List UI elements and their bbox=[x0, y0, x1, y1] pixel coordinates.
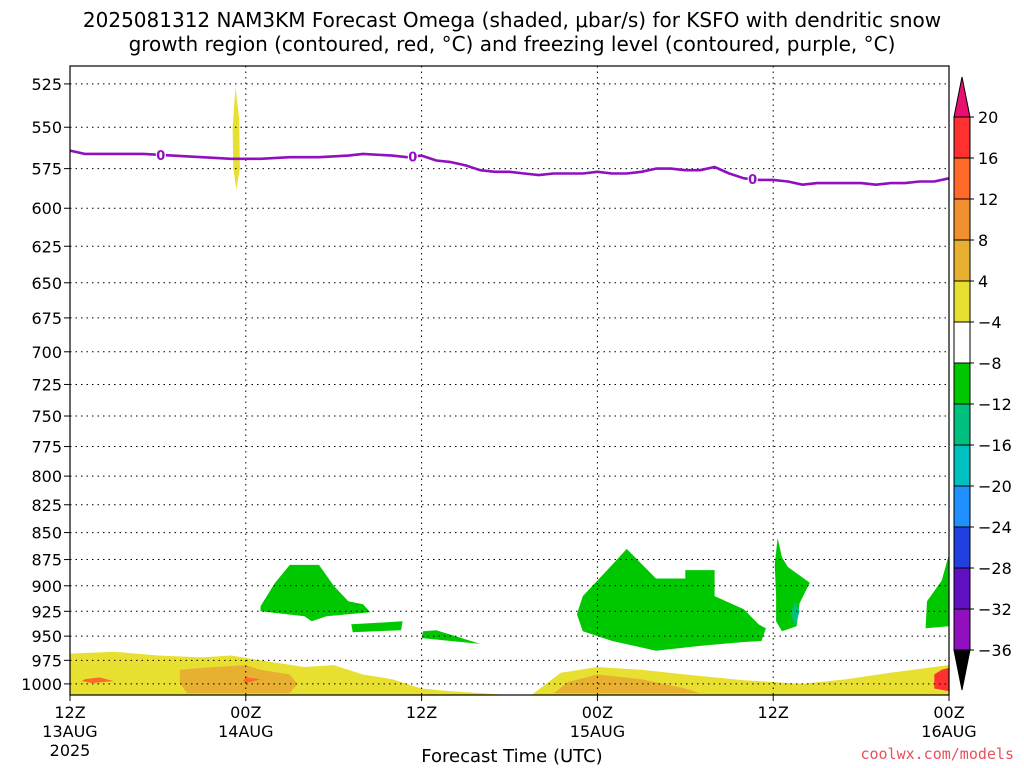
omega-region-0 bbox=[70, 651, 510, 695]
colorbar-top-triangle bbox=[953, 76, 971, 118]
omega-region-5 bbox=[260, 564, 371, 622]
x-tick-year-0: 2025 bbox=[50, 741, 91, 760]
freezing-level-label-2: 0 bbox=[748, 173, 757, 188]
freezing-level-label-1: 0 bbox=[408, 151, 417, 166]
colorbar-label-5: −4 bbox=[978, 313, 1002, 332]
x-tick-label-36: 00Z bbox=[582, 703, 613, 722]
y-tick-label-925: 925 bbox=[31, 602, 62, 621]
x-tick-date-12: 14AUG bbox=[218, 722, 273, 741]
x-tick-label-0: 12Z bbox=[54, 703, 85, 722]
x-tick-date-0: 13AUG bbox=[42, 722, 97, 741]
y-tick-label-850: 850 bbox=[31, 524, 62, 543]
colorbar-label-3: 8 bbox=[978, 231, 988, 250]
y-tick-label-575: 575 bbox=[31, 160, 62, 179]
colorbar-label-13: −36 bbox=[978, 641, 1012, 660]
colorbar-label-9: −20 bbox=[978, 477, 1012, 496]
x-tick-label-12: 00Z bbox=[230, 703, 261, 722]
omega-region-4 bbox=[232, 87, 240, 190]
omega-region-6 bbox=[351, 621, 403, 633]
omega-shaded-regions bbox=[70, 87, 949, 695]
freezing-level-label-0: 0 bbox=[156, 149, 165, 164]
x-tick-date-36: 15AUG bbox=[570, 722, 625, 741]
x-tick-label-48: 12Z bbox=[758, 703, 789, 722]
chart-title: 2025081312 NAM3KM Forecast Omega (shaded… bbox=[0, 8, 1024, 56]
x-tick-date-60: 16AUG bbox=[921, 722, 976, 741]
colorbar-segment-11 bbox=[953, 567, 971, 610]
colorbar-label-8: −16 bbox=[978, 436, 1012, 455]
y-tick-label-800: 800 bbox=[31, 467, 62, 486]
colorbar-segment-1 bbox=[953, 157, 971, 200]
omega-region-14 bbox=[934, 667, 949, 692]
colorbar-segment-10 bbox=[953, 526, 971, 569]
y-tick-label-675: 675 bbox=[31, 309, 62, 328]
freezing-level-label-bg-1 bbox=[407, 148, 418, 164]
chart-title-line-2: growth region (contoured, red, °C) and f… bbox=[128, 32, 896, 56]
x-axis-label: Forecast Time (UTC) bbox=[421, 746, 603, 767]
omega-region-8 bbox=[576, 548, 766, 651]
y-tick-label-550: 550 bbox=[31, 118, 62, 137]
omega-region-11 bbox=[925, 554, 949, 629]
x-tick-label-60: 00Z bbox=[933, 703, 964, 722]
colorbar-label-7: −12 bbox=[978, 395, 1012, 414]
colorbar: 20 16 12 8 4 −4 −8 −12 −16 −20 −24 −28 −32 −36 bbox=[953, 76, 1012, 691]
gridlines bbox=[69, 66, 950, 695]
y-tick-label-600: 600 bbox=[31, 199, 62, 218]
y-tick-label-775: 775 bbox=[31, 438, 62, 457]
omega-region-13 bbox=[81, 677, 114, 683]
y-tick-label-725: 725 bbox=[31, 375, 62, 394]
y-tick-label-1000: 1000 bbox=[21, 675, 62, 694]
omega-region-1 bbox=[179, 665, 298, 694]
colorbar-segment-6 bbox=[953, 362, 971, 405]
y-tick-label-700: 700 bbox=[31, 343, 62, 362]
omega-region-7 bbox=[421, 630, 481, 644]
colorbar-label-11: −28 bbox=[978, 559, 1012, 578]
freezing-level-line bbox=[69, 149, 950, 186]
colorbar-bottom-triangle bbox=[953, 649, 971, 691]
chart-title-line-1: 2025081312 NAM3KM Forecast Omega (shaded… bbox=[82, 8, 942, 32]
colorbar-segment-5 bbox=[953, 321, 971, 364]
y-tick-label-525: 525 bbox=[31, 75, 62, 94]
colorbar-label-0: 20 bbox=[978, 108, 998, 127]
colorbar-segment-8 bbox=[953, 444, 971, 487]
omega-region-10 bbox=[790, 601, 800, 627]
colorbar-segment-9 bbox=[953, 485, 971, 528]
y-tick-label-750: 750 bbox=[31, 407, 62, 426]
colorbar-label-12: −32 bbox=[978, 600, 1012, 619]
watermark: coolwx.com/models bbox=[860, 745, 1014, 763]
y-axis-ticks: 525 550 575 600 625 650 675 700 725 750 775 800 825 8… bbox=[21, 75, 70, 694]
y-tick-label-650: 650 bbox=[31, 274, 62, 293]
omega-region-9 bbox=[774, 538, 810, 632]
colorbar-segment-0 bbox=[953, 116, 971, 159]
colorbar-segment-4 bbox=[953, 280, 971, 323]
y-tick-label-625: 625 bbox=[31, 237, 62, 256]
colorbar-segment-2 bbox=[953, 198, 971, 241]
freezing-level: 0 0 0 bbox=[69, 146, 950, 188]
colorbar-label-4: 4 bbox=[978, 272, 988, 291]
colorbar-label-2: 12 bbox=[978, 190, 998, 209]
colorbar-segment-3 bbox=[953, 239, 971, 282]
x-tick-label-24: 12Z bbox=[406, 703, 437, 722]
y-tick-label-950: 950 bbox=[31, 627, 62, 646]
colorbar-segment-7 bbox=[953, 403, 971, 446]
colorbar-label-1: 16 bbox=[978, 149, 998, 168]
y-tick-label-875: 875 bbox=[31, 551, 62, 570]
colorbar-label-6: −8 bbox=[978, 354, 1002, 373]
freezing-level-label-bg-2 bbox=[747, 171, 758, 187]
plot-frame bbox=[69, 65, 950, 696]
y-tick-label-975: 975 bbox=[31, 651, 62, 670]
omega-region-12 bbox=[242, 677, 261, 683]
freezing-level-label-bg-0 bbox=[155, 146, 166, 162]
y-tick-label-825: 825 bbox=[31, 496, 62, 515]
y-tick-label-900: 900 bbox=[31, 577, 62, 596]
colorbar-label-10: −24 bbox=[978, 518, 1012, 537]
colorbar-segment-12 bbox=[953, 608, 971, 651]
